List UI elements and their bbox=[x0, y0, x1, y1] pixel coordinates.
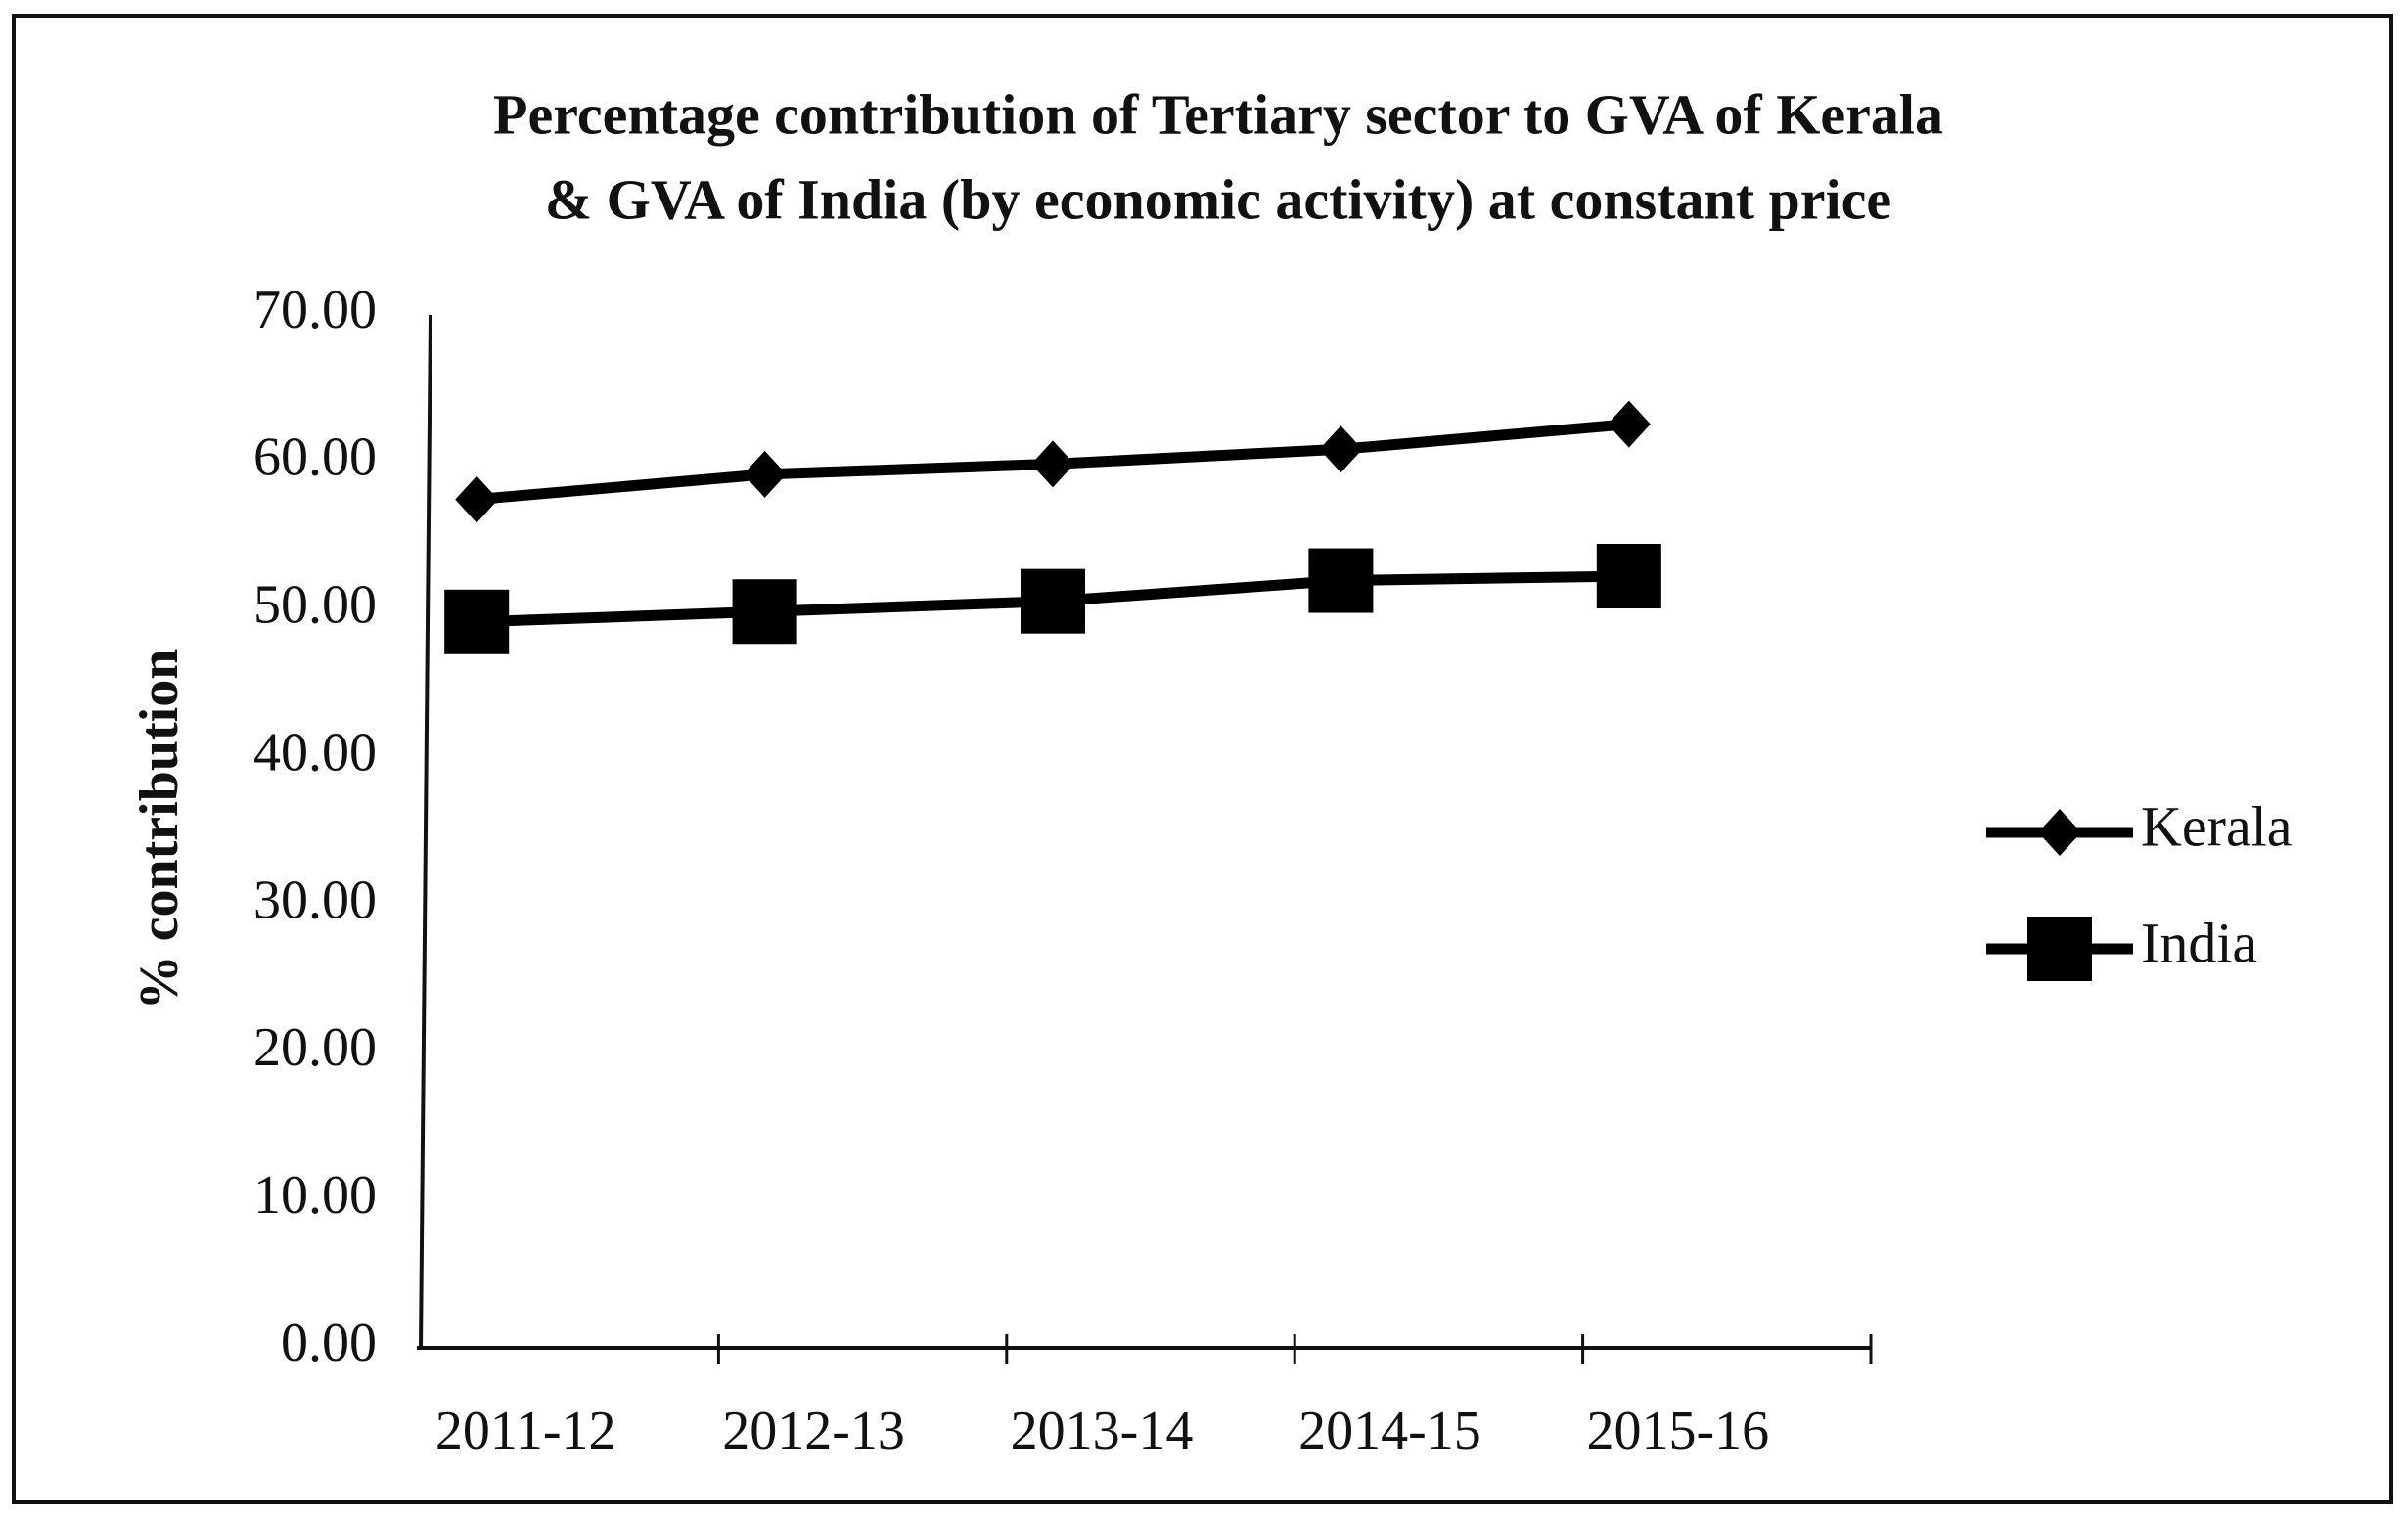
marker bbox=[1596, 544, 1661, 609]
marker bbox=[444, 589, 510, 654]
y-tick-label: 40.00 bbox=[253, 722, 377, 783]
y-tick-label: 50.00 bbox=[253, 575, 377, 636]
marker bbox=[743, 450, 787, 498]
marker bbox=[1607, 400, 1651, 448]
y-tick-label: 0.00 bbox=[281, 1313, 377, 1373]
x-tick-label: 2013-14 bbox=[1011, 1401, 1194, 1461]
marker bbox=[1031, 440, 1074, 488]
y-tick-label: 10.00 bbox=[253, 1165, 377, 1226]
x-tick-label: 2011-12 bbox=[435, 1401, 616, 1461]
x-tick-label: 2015-16 bbox=[1586, 1401, 1769, 1461]
marker bbox=[455, 475, 499, 523]
frame bbox=[12, 14, 2393, 1504]
y-axis-label: % contribution bbox=[129, 649, 190, 1010]
legend-label: India bbox=[2141, 911, 2257, 974]
x-tick-label: 2014-15 bbox=[1298, 1401, 1481, 1461]
chart-title: & GVA of India (by economic activity) at… bbox=[545, 167, 1891, 231]
chart-title: Percentage contribution of Tertiary sect… bbox=[493, 82, 1943, 146]
y-axis bbox=[419, 314, 432, 1349]
marker bbox=[2027, 917, 2092, 981]
legend-label: Kerala bbox=[2141, 794, 2293, 858]
marker bbox=[1308, 548, 1374, 613]
x-tick-label: 2012-13 bbox=[722, 1401, 905, 1461]
marker bbox=[2038, 809, 2081, 856]
y-tick-label: 60.00 bbox=[253, 427, 377, 488]
y-tick-label: 20.00 bbox=[253, 1017, 377, 1078]
y-tick-label: 30.00 bbox=[253, 870, 377, 930]
marker bbox=[732, 579, 797, 645]
marker bbox=[1021, 568, 1085, 634]
marker bbox=[1319, 425, 1363, 473]
y-tick-label: 70.00 bbox=[253, 280, 377, 340]
